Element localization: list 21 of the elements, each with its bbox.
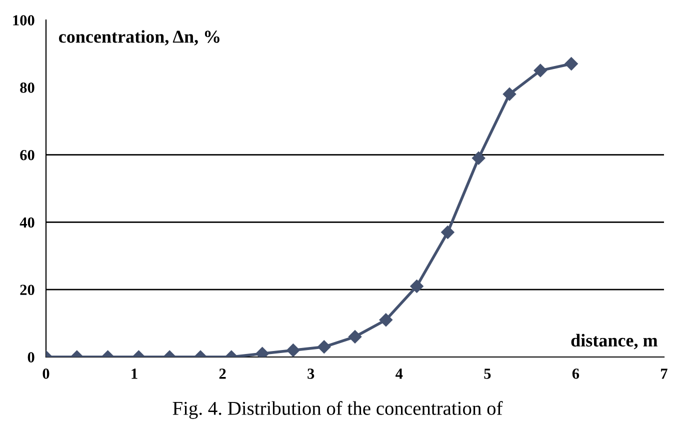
x-tick-label: 7	[661, 368, 668, 379]
y-tick-label: 100	[13, 15, 34, 26]
y-tick-label: 80	[20, 82, 34, 93]
x-tick-label: 4	[396, 368, 403, 379]
y-axis-title: concentration, Δn, %	[58, 30, 220, 46]
x-axis-title: distance, m	[571, 334, 658, 350]
x-tick-label: 1	[132, 368, 138, 379]
x-tick-label: 5	[484, 368, 491, 379]
y-tick-label: 20	[20, 284, 34, 296]
point	[534, 64, 547, 78]
x-tick-label: 0	[42, 368, 50, 379]
x-tick-label: 6	[572, 368, 580, 379]
y-tick-label: 40	[20, 217, 34, 228]
caption: Fig. 4. Distribution of the concentration of	[172, 401, 503, 419]
x-tick-label: 3	[308, 368, 314, 379]
point	[564, 57, 578, 70]
x-tick-label: 2	[219, 368, 226, 379]
y-tick-label: 60	[20, 150, 34, 160]
y-tick-label: 0	[28, 352, 34, 362]
point	[472, 152, 486, 165]
point	[502, 88, 516, 101]
